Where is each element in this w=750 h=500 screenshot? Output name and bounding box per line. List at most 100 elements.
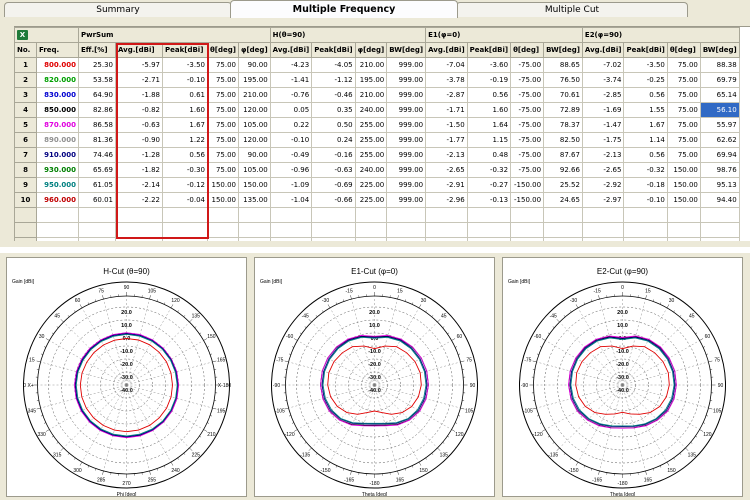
tab-multiple-frequency[interactable]: Multiple Frequency [230, 0, 458, 18]
table-cell[interactable]: 69.79 [699, 72, 740, 88]
table-cell[interactable]: 150.00 [238, 177, 271, 193]
column-header[interactable]: BW[deg] [386, 42, 427, 58]
table-cell[interactable]: -2.65 [425, 162, 468, 178]
row-number[interactable]: 1 [14, 57, 37, 73]
table-cell[interactable]: 105.00 [238, 162, 271, 178]
table-cell[interactable]: -75.00 [510, 87, 545, 103]
frequency-cell[interactable]: 830.000 [36, 87, 79, 103]
table-cell[interactable]: -0.69 [311, 177, 356, 193]
table-cell[interactable]: 75.00 [207, 72, 239, 88]
row-number[interactable]: 3 [14, 87, 37, 103]
table-cell[interactable]: -0.90 [115, 132, 163, 148]
table-cell[interactable]: 75.00 [666, 132, 701, 148]
table-cell[interactable]: 0.24 [311, 132, 356, 148]
table-cell[interactable]: 135.00 [238, 192, 271, 208]
table-cell[interactable]: -2.13 [425, 147, 468, 163]
table-row[interactable]: 9 950.000 61.05 -2.14 -0.12 150.00 150.00 -1.09… [14, 177, 740, 193]
table-cell[interactable]: 240.00 [354, 162, 388, 178]
table-cell[interactable]: -0.12 [162, 177, 208, 193]
table-cell[interactable]: -7.02 [581, 57, 625, 73]
table-cell[interactable]: 75.00 [666, 87, 701, 103]
table-cell[interactable]: 88.38 [699, 57, 740, 73]
table-cell[interactable]: -1.77 [425, 132, 468, 148]
table-cell[interactable]: 75.00 [207, 57, 239, 73]
table-cell[interactable]: 70.61 [543, 87, 583, 103]
table-cell[interactable]: -0.10 [162, 72, 208, 88]
table-cell[interactable]: 0.50 [311, 117, 356, 133]
table-cell[interactable]: 255.00 [354, 147, 388, 163]
table-cell[interactable]: 999.00 [386, 72, 427, 88]
row-number[interactable]: 10 [14, 192, 37, 208]
column-header[interactable]: Avg.[dBi] [115, 42, 163, 58]
table-cell[interactable]: 60.01 [78, 192, 116, 208]
table-cell[interactable]: 0.22 [269, 117, 313, 133]
table-cell[interactable]: 255.00 [354, 132, 388, 148]
table-cell[interactable]: -1.04 [269, 192, 313, 208]
selected-cell[interactable]: 56.10 [699, 102, 740, 118]
table-cell[interactable]: 90.00 [238, 57, 271, 73]
table-cell[interactable]: 999.00 [386, 102, 427, 118]
frequency-cell[interactable]: 950.000 [36, 177, 79, 193]
table-cell[interactable]: 24.65 [543, 192, 583, 208]
column-header[interactable]: No. [14, 42, 37, 58]
column-header[interactable]: θ[deg] [207, 42, 239, 58]
row-number[interactable]: 7 [14, 147, 37, 163]
table-cell[interactable]: -0.46 [311, 87, 356, 103]
table-cell[interactable]: -5.97 [115, 57, 163, 73]
column-header[interactable]: Peak[dBi] [466, 42, 512, 58]
table-cell[interactable]: -7.04 [425, 57, 468, 73]
table-cell[interactable]: 82.50 [543, 132, 583, 148]
table-cell[interactable]: -3.74 [581, 72, 625, 88]
table-cell[interactable]: 999.00 [386, 177, 427, 193]
table-cell[interactable]: -0.10 [269, 132, 313, 148]
table-cell[interactable]: 65.69 [78, 162, 116, 178]
table-cell[interactable]: -0.30 [162, 162, 208, 178]
table-cell[interactable]: -2.87 [425, 87, 468, 103]
table-cell[interactable]: -0.16 [311, 147, 356, 163]
table-cell[interactable]: 86.58 [78, 117, 116, 133]
table-cell[interactable]: -3.78 [425, 72, 468, 88]
table-cell[interactable]: 1.14 [623, 132, 668, 148]
table-cell[interactable]: 82.86 [78, 102, 116, 118]
table-cell[interactable]: 999.00 [386, 147, 427, 163]
column-header[interactable]: φ[deg] [238, 42, 271, 58]
table-cell[interactable]: -4.23 [269, 57, 313, 73]
row-number[interactable]: 2 [14, 72, 37, 88]
table-cell[interactable]: -3.50 [623, 57, 668, 73]
table-cell[interactable]: -0.04 [162, 192, 208, 208]
table-row[interactable]: 6 890.000 81.36 -0.90 1.22 75.00 120.00 -0.10 0.… [14, 132, 740, 148]
table-cell[interactable]: 75.00 [666, 102, 701, 118]
table-cell[interactable]: 74.46 [78, 147, 116, 163]
table-cell[interactable]: -1.69 [581, 102, 625, 118]
table-cell[interactable]: -1.82 [115, 162, 163, 178]
table-cell[interactable]: 0.61 [162, 87, 208, 103]
table-cell[interactable]: -4.05 [311, 57, 356, 73]
table-cell[interactable]: -2.71 [115, 72, 163, 88]
table-cell[interactable]: 75.00 [666, 57, 701, 73]
table-cell[interactable]: 88.65 [543, 57, 583, 73]
table-cell[interactable]: -0.96 [269, 162, 313, 178]
table-cell[interactable]: 1.60 [466, 102, 512, 118]
table-cell[interactable]: 0.56 [466, 87, 512, 103]
frequency-cell[interactable]: 820.000 [36, 72, 79, 88]
table-cell[interactable]: 999.00 [386, 117, 427, 133]
row-number[interactable]: 6 [14, 132, 37, 148]
table-cell[interactable]: -75.00 [510, 147, 545, 163]
table-cell[interactable]: 210.00 [238, 87, 271, 103]
frequency-cell[interactable]: 930.000 [36, 162, 79, 178]
table-cell[interactable]: 61.05 [78, 177, 116, 193]
tab-multiple-cut[interactable]: Multiple Cut [456, 2, 688, 17]
table-cell[interactable]: 0.05 [269, 102, 313, 118]
table-cell[interactable]: 72.89 [543, 102, 583, 118]
column-header[interactable]: Freq. [36, 42, 79, 58]
table-cell[interactable]: -0.63 [115, 117, 163, 133]
table-cell[interactable]: -1.28 [115, 147, 163, 163]
table-cell[interactable]: -0.32 [466, 162, 512, 178]
table-cell[interactable]: 75.00 [666, 72, 701, 88]
table-cell[interactable]: -0.13 [466, 192, 512, 208]
frequency-cell[interactable]: 890.000 [36, 132, 79, 148]
table-cell[interactable]: 0.48 [466, 147, 512, 163]
column-header[interactable]: Eff.[%] [78, 42, 116, 58]
table-cell[interactable]: -0.18 [623, 177, 668, 193]
table-cell[interactable]: 75.00 [207, 102, 239, 118]
